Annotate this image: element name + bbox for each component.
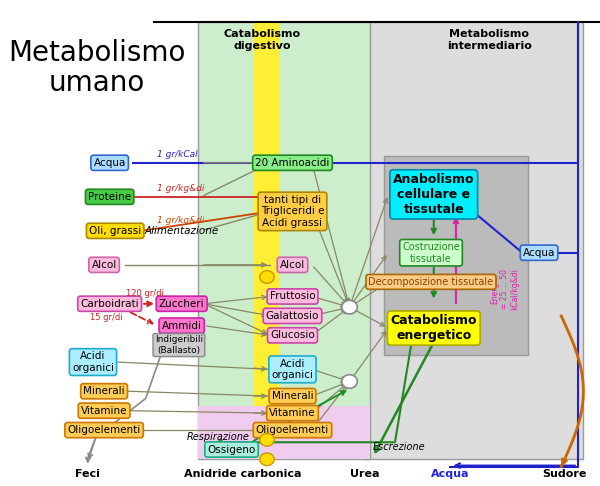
- Text: tanti tipi di
Trigliceridi e
Acidi grassi: tanti tipi di Trigliceridi e Acidi grass…: [261, 195, 324, 228]
- Text: Urea: Urea: [350, 469, 379, 479]
- Text: Acidi
organici: Acidi organici: [72, 351, 114, 373]
- FancyBboxPatch shape: [384, 156, 528, 355]
- Text: Acqua: Acqua: [94, 158, 126, 168]
- Text: 15 gr/di: 15 gr/di: [90, 313, 123, 322]
- Text: Alimentazione: Alimentazione: [145, 226, 219, 236]
- FancyBboxPatch shape: [254, 22, 280, 459]
- Text: Galattosio: Galattosio: [266, 311, 319, 321]
- Text: Anabolismo
cellulare e
tissutale: Anabolismo cellulare e tissutale: [393, 173, 475, 216]
- Text: Metabolismo
intermediario: Metabolismo intermediario: [447, 29, 532, 51]
- Text: 120 gr/di: 120 gr/di: [126, 290, 164, 298]
- Text: Acqua: Acqua: [431, 469, 470, 479]
- Text: Respirazione: Respirazione: [186, 433, 249, 442]
- Text: Alcol: Alcol: [280, 260, 305, 270]
- Text: Vitamine: Vitamine: [269, 408, 316, 418]
- Circle shape: [342, 300, 358, 314]
- FancyBboxPatch shape: [198, 406, 370, 459]
- Text: Minerali: Minerali: [272, 391, 313, 401]
- Text: Catabolismo
energetico: Catabolismo energetico: [391, 314, 477, 342]
- Text: Alcol: Alcol: [91, 260, 117, 270]
- Text: Acidi
organici: Acidi organici: [271, 359, 313, 380]
- Text: Decomposizione tissutale: Decomposizione tissutale: [368, 277, 494, 287]
- Circle shape: [260, 271, 274, 283]
- FancyBboxPatch shape: [198, 22, 370, 459]
- Text: Energia
= 25 ... 50
kCal/kg&di: Energia = 25 ... 50 kCal/kg&di: [490, 268, 520, 310]
- Text: Ammidi: Ammidi: [161, 321, 202, 330]
- Text: Sudore: Sudore: [542, 469, 586, 479]
- Text: Feci: Feci: [75, 469, 100, 479]
- Text: Fruttosio: Fruttosio: [269, 292, 315, 301]
- Text: Oli, grassi: Oli, grassi: [89, 226, 141, 236]
- Text: 1 gr/kg&di: 1 gr/kg&di: [157, 184, 204, 193]
- Circle shape: [260, 453, 274, 466]
- Text: Carboidrati: Carboidrati: [80, 299, 139, 309]
- Circle shape: [260, 434, 274, 446]
- Text: Metabolismo
umano: Metabolismo umano: [8, 39, 185, 97]
- Text: Acqua: Acqua: [523, 248, 555, 258]
- Circle shape: [342, 375, 358, 388]
- Text: Indigeribili
(Ballasto): Indigeribili (Ballasto): [155, 335, 203, 355]
- Text: 1 gr/kCal: 1 gr/kCal: [157, 150, 197, 159]
- Text: Oligoelementi: Oligoelementi: [67, 425, 141, 435]
- FancyBboxPatch shape: [362, 22, 583, 459]
- Text: Zuccheri: Zuccheri: [159, 299, 205, 309]
- Text: Glucosio: Glucosio: [270, 330, 315, 340]
- Text: Minerali: Minerali: [83, 386, 125, 396]
- Text: Catabolismo
digestivo: Catabolismo digestivo: [223, 29, 301, 51]
- Text: Anidride carbonica: Anidride carbonica: [184, 469, 301, 479]
- Text: Oligoelementi: Oligoelementi: [256, 425, 329, 435]
- Text: Ossigeno: Ossigeno: [208, 445, 256, 454]
- Text: Costruzione
tissutale: Costruzione tissutale: [402, 242, 460, 263]
- Text: Escrezione: Escrezione: [373, 442, 425, 452]
- Text: 20 Aminoacidi: 20 Aminoacidi: [255, 158, 329, 168]
- Text: Proteine: Proteine: [88, 192, 131, 202]
- Text: Vitamine: Vitamine: [81, 406, 127, 416]
- Text: 1 gr/kg&di: 1 gr/kg&di: [157, 216, 204, 225]
